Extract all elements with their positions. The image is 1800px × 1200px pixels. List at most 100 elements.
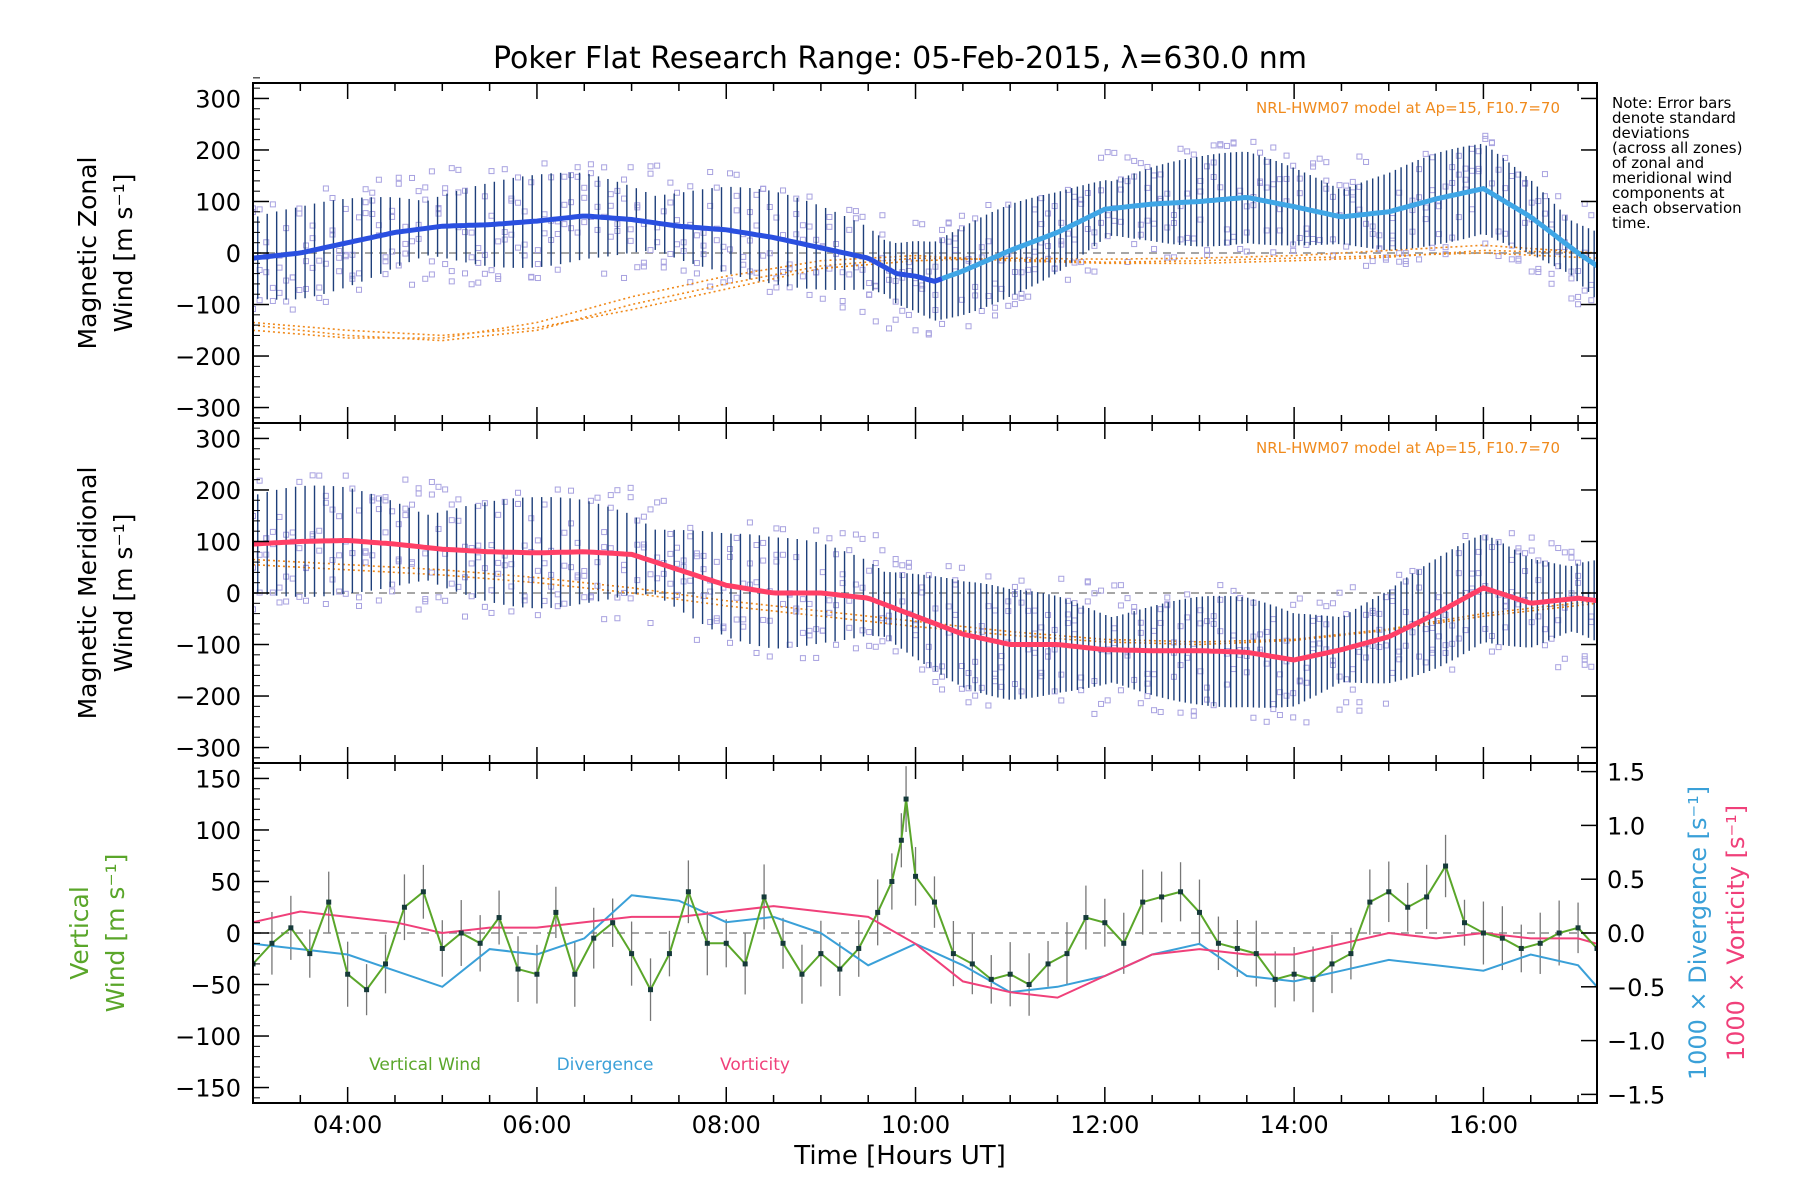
scatter-point xyxy=(886,612,893,619)
scatter-point xyxy=(647,163,654,170)
scatter-point xyxy=(872,560,879,567)
scatter-point xyxy=(1482,132,1489,139)
scatter-point xyxy=(1190,708,1197,715)
scatter-point xyxy=(806,223,813,230)
y-axis-title-line: Wind [m s⁻¹] xyxy=(109,174,138,333)
scatter-point xyxy=(1091,710,1098,717)
scatter-point xyxy=(568,520,575,527)
scatter-point xyxy=(581,194,588,201)
scatter-point xyxy=(720,279,727,286)
scatter-point xyxy=(1071,193,1078,200)
scatter-point xyxy=(303,597,310,604)
scatter-point xyxy=(1190,235,1197,242)
scatter-point xyxy=(475,279,482,286)
scatter-point xyxy=(369,552,376,559)
scatter-point xyxy=(342,590,349,597)
vertical-wind-point xyxy=(1537,940,1543,946)
scatter-point xyxy=(766,653,773,660)
scatter-point xyxy=(1151,245,1158,252)
scatter-point xyxy=(634,202,641,209)
scatter-point xyxy=(640,513,647,520)
vertical-wind-point xyxy=(704,940,710,946)
vertical-wind-point xyxy=(1424,894,1430,900)
scatter-point xyxy=(866,629,873,636)
vertical-wind-point xyxy=(1064,951,1070,957)
scatter-point xyxy=(541,160,548,167)
scatter-point xyxy=(647,170,654,177)
scatter-point xyxy=(1270,181,1277,188)
scatter-point xyxy=(448,278,455,285)
scatter-point xyxy=(773,525,780,532)
y-tick-label: 100 xyxy=(195,188,241,216)
scatter-point xyxy=(1581,656,1588,663)
scatter-point xyxy=(1164,594,1171,601)
mean-zonal-line-late xyxy=(941,185,1597,281)
scatter-point xyxy=(899,307,906,314)
y-tick-label: −200 xyxy=(175,343,241,371)
scatter-point xyxy=(601,270,608,277)
scatter-point xyxy=(554,603,561,610)
scatter-point xyxy=(1349,686,1356,693)
scatter-point xyxy=(607,545,614,552)
vertical-wind-point xyxy=(1140,899,1146,905)
scatter-point xyxy=(945,220,952,227)
scatter-point xyxy=(833,551,840,558)
scatter-point xyxy=(1117,582,1124,589)
scatter-point xyxy=(1084,225,1091,232)
scatter-point xyxy=(667,199,674,206)
scatter-point xyxy=(395,521,402,528)
scatter-point xyxy=(760,252,767,259)
scatter-point xyxy=(1535,265,1542,272)
scatter-point xyxy=(1416,568,1423,575)
scatter-point xyxy=(766,288,773,295)
scatter-point xyxy=(819,569,826,576)
scatter-point xyxy=(1137,700,1144,707)
scatter-point xyxy=(435,594,442,601)
scatter-point xyxy=(1356,699,1363,706)
vertical-wind-point xyxy=(401,904,407,910)
y-axis-title-line: Wind [m s⁻¹] xyxy=(109,514,138,673)
error-bars xyxy=(257,485,1595,708)
scatter-point xyxy=(925,268,932,275)
scatter-point xyxy=(793,195,800,202)
scatter-point xyxy=(680,267,687,274)
scatter-point xyxy=(660,264,667,271)
scatter-point xyxy=(1124,652,1131,659)
scatter-point xyxy=(1131,604,1138,611)
scatter-point xyxy=(1303,719,1310,726)
scatter-point xyxy=(1257,149,1264,156)
scatter-point xyxy=(992,678,999,685)
scatter-point xyxy=(859,213,866,220)
scatter-point xyxy=(296,478,303,485)
scatter-point xyxy=(634,577,641,584)
scatter-point xyxy=(674,189,681,196)
scatter-point xyxy=(1137,619,1144,626)
scatter-point xyxy=(1250,138,1257,145)
vertical-wind-point xyxy=(1196,909,1202,915)
scatter-point xyxy=(362,199,369,206)
scatter-point xyxy=(468,281,475,288)
scatter-point xyxy=(1283,175,1290,182)
scatter-point xyxy=(872,532,879,539)
scatter-point xyxy=(992,607,999,614)
scatter-point xyxy=(793,554,800,561)
scatter-point xyxy=(316,257,323,264)
scatter-point xyxy=(1296,190,1303,197)
scatter-point xyxy=(733,192,740,199)
scatter-point xyxy=(886,618,893,625)
scatter-point xyxy=(1323,185,1330,192)
scatter-point xyxy=(634,517,641,524)
scatter-point xyxy=(905,559,912,566)
scatter-point xyxy=(1442,183,1449,190)
scatter-point xyxy=(1144,693,1151,700)
scatter-point xyxy=(276,584,283,591)
scatter-point xyxy=(1363,654,1370,661)
y-tick-label: −300 xyxy=(175,735,241,763)
scatter-point xyxy=(256,477,263,484)
scatter-point xyxy=(269,284,276,291)
scatter-point xyxy=(515,489,522,496)
scatter-point xyxy=(647,571,654,578)
scatter-point xyxy=(1429,646,1436,653)
scatter-point xyxy=(799,655,806,662)
x-tick-label: 08:00 xyxy=(692,1111,761,1139)
